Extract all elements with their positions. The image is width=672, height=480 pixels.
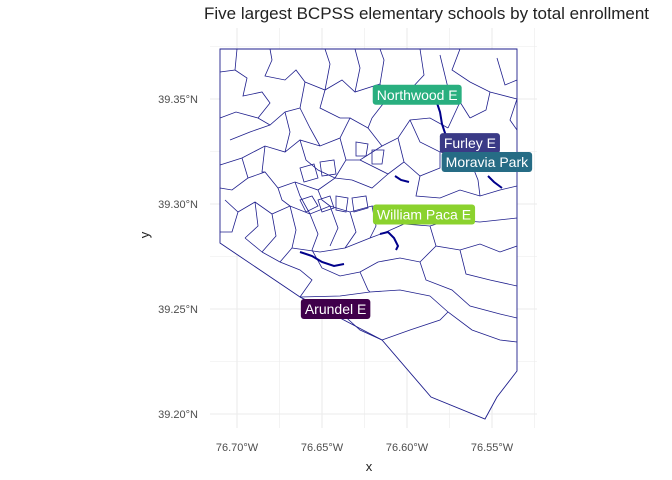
water-feature: [394, 175, 410, 183]
neighborhood-boundary: [261, 145, 266, 173]
neighborhood-boundary: [359, 137, 405, 175]
school-labels: Northwood E Furley E Moravia Park William P…: [300, 84, 533, 319]
neighborhood-boundary: [224, 199, 401, 215]
neighborhood-boundary: [415, 175, 518, 199]
x-axis-label: x: [366, 459, 373, 474]
y-axis-label: y: [137, 231, 152, 238]
school-label: William Paca E: [372, 204, 476, 225]
water-feature: [379, 230, 400, 251]
neighborhood-cell: [355, 141, 369, 157]
neighborhood-boundary: [317, 189, 331, 207]
neighborhood-boundary: [229, 124, 271, 141]
x-tick-label: 76.55°W: [471, 442, 514, 454]
school-label-text: Moravia Park: [446, 154, 529, 170]
neighborhood-boundary: [219, 107, 301, 126]
neighborhood-boundary: [429, 295, 518, 343]
neighborhood-cell: [319, 159, 337, 177]
water-feature: [435, 99, 447, 137]
neighborhood-cell: [299, 163, 319, 183]
y-tick-label: 39.25°N: [158, 304, 198, 316]
school-label-box: [441, 152, 533, 172]
neighborhood-boundary: [311, 245, 437, 277]
neighborhood-boundary: [447, 101, 461, 129]
water-feature: [299, 251, 345, 268]
neighborhood-boundary: [244, 201, 259, 239]
neighborhood-boundary: [319, 48, 341, 119]
neighborhood-boundary: [429, 225, 518, 253]
map-title: Five largest BCPSS elementary schools by…: [204, 4, 650, 23]
school-label-box: [372, 84, 462, 105]
school-label-text: Northwood E: [377, 87, 458, 103]
neighborhood-boundary: [451, 48, 518, 100]
neighborhood-boundary: [244, 237, 263, 253]
neighborhood-boundary: [344, 211, 357, 249]
neighborhood-boundary: [309, 213, 319, 251]
neighborhood-boundary: [294, 181, 311, 215]
neighborhood-boundary: [279, 205, 297, 263]
neighborhood-boundaries: [219, 48, 518, 420]
neighborhood-boundary: [284, 111, 291, 153]
neighborhood-cell: [351, 195, 369, 213]
neighborhood-boundary: [291, 223, 405, 253]
x-tick-label: 76.65°W: [301, 442, 344, 454]
school-label-text: William Paca E: [377, 207, 471, 223]
school-label: Northwood E: [372, 84, 462, 105]
neighborhood-boundary: [351, 173, 389, 189]
school-label-box: [372, 204, 476, 225]
neighborhood-cell: [299, 195, 319, 213]
neighborhood-boundary: [359, 271, 371, 293]
neighborhood-boundary: [403, 152, 441, 177]
neighborhood-boundary: [496, 57, 518, 86]
neighborhood-boundary: [261, 213, 277, 253]
neighborhood-boundary: [346, 127, 383, 161]
neighborhood-boundary: [299, 139, 336, 179]
school-label-box: [439, 133, 500, 154]
school-label-box: [300, 299, 371, 319]
y-tick-label: 39.35°N: [158, 94, 198, 106]
neighborhood-boundary: [459, 249, 518, 287]
neighborhood-boundary: [354, 48, 361, 93]
neighborhood-boundary: [329, 205, 339, 247]
axes: 76.70°W 76.65°W 76.60°W 76.55°W 39.35°N 39.30…: [137, 94, 514, 474]
neighborhood-boundary: [219, 157, 249, 191]
neighborhood-boundary: [509, 98, 518, 131]
neighborhood-boundary: [234, 69, 271, 119]
neighborhood-boundary: [261, 251, 313, 298]
water-feature: [487, 175, 503, 189]
x-tick-label: 76.70°W: [216, 442, 259, 454]
school-label: Furley E: [439, 133, 500, 154]
y-tick-label: 39.20°N: [158, 409, 198, 421]
neighborhood-boundary: [469, 91, 491, 119]
x-tick-label: 76.60°W: [386, 442, 429, 454]
neighborhood-cell: [371, 149, 385, 165]
neighborhood-boundary: [299, 107, 321, 147]
school-label: Arundel E: [300, 299, 371, 319]
city-outline: [219, 48, 518, 420]
neighborhood-boundary: [381, 311, 449, 341]
neighborhood-cell: [317, 195, 335, 213]
neighborhood-boundary: [379, 48, 385, 85]
school-label-text: Arundel E: [305, 301, 366, 317]
neighborhood-cell: [335, 195, 349, 213]
neighborhood-boundary: [277, 187, 291, 207]
neighborhood-boundary: [419, 261, 518, 319]
neighborhood-boundary: [220, 211, 239, 233]
y-tick-label: 39.30°N: [158, 199, 198, 211]
school-label-text: Furley E: [444, 135, 496, 151]
school-label: Moravia Park: [441, 152, 533, 172]
